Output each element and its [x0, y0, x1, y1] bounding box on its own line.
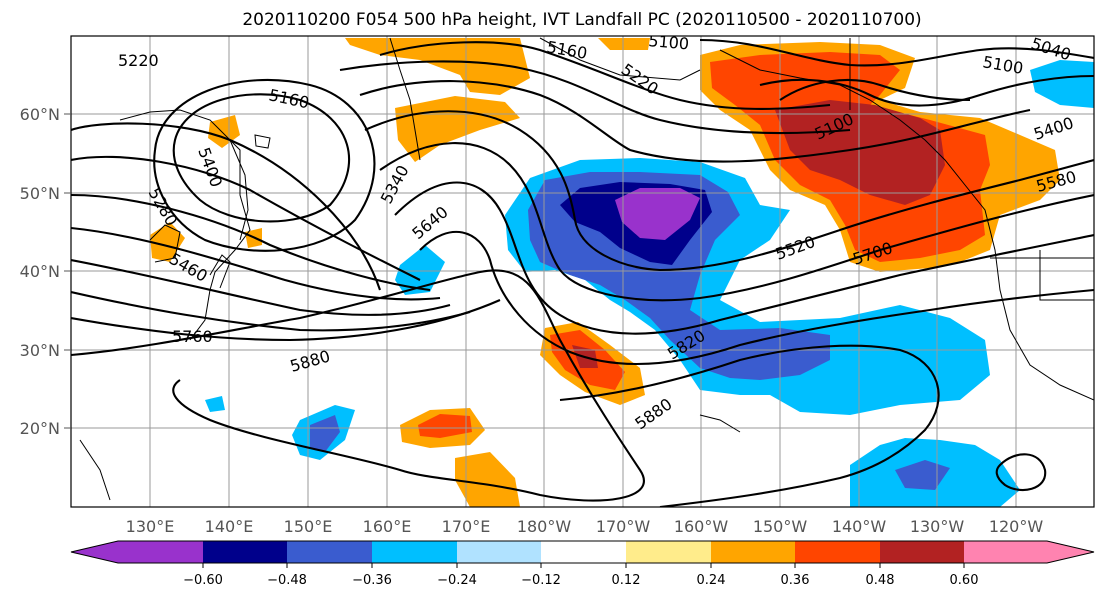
latitude-label: 20°N — [20, 419, 60, 438]
height-contour — [153, 78, 376, 252]
map-title: 2020110200 F054 500 hPa height, IVT Land… — [242, 10, 921, 30]
colorbar-bin — [795, 541, 880, 563]
longitude-label: 120°W — [989, 517, 1044, 536]
height-contour — [699, 38, 1094, 67]
height-contours — [71, 38, 1094, 507]
ivt-negative-region — [1030, 60, 1094, 108]
colorbar-tick-label: −0.24 — [437, 573, 477, 588]
ivt-negative-region — [395, 245, 445, 295]
colorbar-tick-label: −0.60 — [183, 573, 223, 588]
colorbar-tick-label: −0.36 — [352, 573, 392, 588]
latitude-axis: 60°N 50°N 40°N 30°N 20°N — [20, 105, 71, 438]
contour-label: 5220 — [118, 51, 159, 70]
colorbar-extend-low — [71, 541, 118, 563]
colorbar-bin — [626, 541, 711, 563]
colorbar-bin — [287, 541, 372, 563]
longitude-label: 160°W — [674, 517, 729, 536]
ivt-negative-region — [895, 460, 950, 490]
latitude-label: 60°N — [20, 105, 60, 124]
height-contour — [995, 453, 1047, 492]
contour-label: 5760 — [172, 327, 213, 346]
height-contour — [419, 230, 1094, 365]
height-contour — [71, 290, 471, 332]
height-contour — [779, 78, 971, 102]
height-contour — [339, 60, 851, 135]
height-contour — [172, 93, 351, 223]
colorbar-outline — [70, 540, 1095, 564]
colorbar-extend-high — [1047, 541, 1094, 563]
colorbar-tick-label: 0.24 — [697, 573, 726, 588]
longitude-label: 130°E — [126, 517, 175, 536]
ivt-negative-region — [615, 188, 700, 240]
longitude-label: 170°W — [596, 517, 651, 536]
height-contour — [364, 110, 1094, 272]
ivt-positive-region — [775, 100, 945, 205]
colorbar-bin — [118, 541, 203, 563]
height-contour — [71, 155, 421, 281]
ivt-negative-region — [310, 415, 340, 452]
height-contour — [759, 74, 1094, 107]
height-contour — [394, 181, 1094, 335]
ivt-positive-region — [598, 38, 650, 50]
colorbar-tick-label: 0.36 — [781, 573, 810, 588]
height-contour — [71, 269, 645, 502]
colorbar-bin — [541, 541, 626, 563]
longitude-label: 150°W — [753, 517, 808, 536]
height-contour — [71, 193, 431, 292]
colorbar-ticks — [202, 563, 965, 568]
colorbar-bin — [372, 541, 457, 563]
latitude-label: 30°N — [20, 341, 60, 360]
colorbar-bin — [203, 541, 287, 563]
latitude-label: 40°N — [20, 262, 60, 281]
ivt-positive-region — [418, 414, 472, 438]
height-contour — [359, 80, 1031, 163]
height-contour — [379, 142, 1094, 302]
map-panel: 5220 5160 5400 5340 5280 5460 5640 5760 … — [71, 31, 1094, 507]
colorbar-tick-label: −0.12 — [521, 573, 561, 588]
height-contour — [71, 122, 381, 291]
longitude-label: 140°W — [832, 517, 887, 536]
colorbar: −0.60 −0.48 −0.36 −0.24 −0.12 0.12 0.24 … — [70, 540, 1095, 588]
latitude-label: 50°N — [20, 184, 60, 203]
height-contour — [379, 41, 831, 110]
height-contour — [71, 226, 441, 301]
colorbar-bin — [880, 541, 964, 563]
height-contour — [71, 299, 501, 342]
ivt-positive-region — [455, 452, 520, 507]
longitude-label: 180°W — [517, 517, 572, 536]
colorbar-bin — [711, 541, 795, 563]
colorbar-bin — [964, 541, 1047, 563]
graticule — [71, 36, 1094, 507]
ivt-negative-region — [205, 396, 225, 412]
colorbar-bin — [457, 541, 541, 563]
colorbar-tick-label: −0.48 — [267, 573, 307, 588]
colorbar-tick-label: 0.48 — [866, 573, 895, 588]
colorbar-tick-label: 0.12 — [612, 573, 641, 588]
longitude-label: 140°E — [205, 517, 254, 536]
longitude-label: 150°E — [284, 517, 333, 536]
height-contour — [71, 258, 451, 316]
height-contour — [559, 344, 940, 507]
longitude-label: 160°E — [363, 517, 412, 536]
longitude-label: 170°E — [442, 517, 491, 536]
contour-label: 5100 — [648, 31, 690, 53]
colorbar-tick-label: 0.60 — [950, 573, 979, 588]
longitude-axis: 130°E 140°E 150°E 160°E 170°E 180°W 170°… — [126, 517, 1044, 536]
longitude-label: 130°W — [910, 517, 965, 536]
